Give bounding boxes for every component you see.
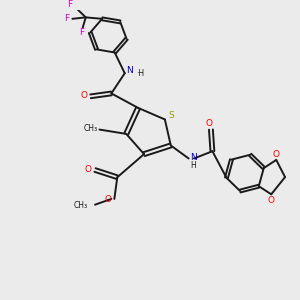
Text: H: H xyxy=(190,161,196,170)
Text: O: O xyxy=(206,119,213,128)
Text: O: O xyxy=(80,91,88,100)
Text: O: O xyxy=(105,195,112,204)
Text: S: S xyxy=(169,112,174,121)
Text: O: O xyxy=(85,165,92,174)
Text: CH₃: CH₃ xyxy=(84,124,98,134)
Text: F: F xyxy=(79,28,84,37)
Text: CH₃: CH₃ xyxy=(74,201,88,210)
Text: N: N xyxy=(190,153,196,162)
Text: ·H: ·H xyxy=(136,69,144,78)
Text: F: F xyxy=(68,0,73,9)
Text: F: F xyxy=(64,14,69,23)
Text: O: O xyxy=(273,150,280,159)
Text: N: N xyxy=(126,66,133,75)
Text: O: O xyxy=(268,196,275,205)
